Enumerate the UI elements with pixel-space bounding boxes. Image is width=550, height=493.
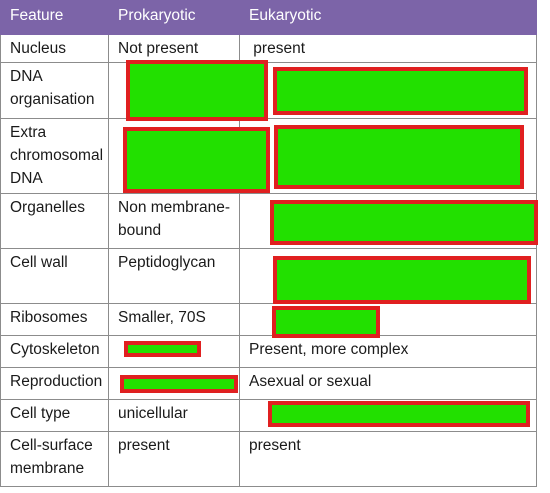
redaction-mask <box>126 60 268 121</box>
eukaryotic-cell: Asexual or sexual <box>239 367 537 400</box>
header-feature: Feature <box>0 0 109 35</box>
feature-cell: Cell wall <box>0 248 109 304</box>
redaction-mask <box>123 127 270 193</box>
redaction-mask <box>124 341 201 357</box>
header-prokaryotic: Prokaryotic <box>108 0 240 35</box>
table-row: Ribosomes Smaller, 70S <box>0 303 537 336</box>
redaction-mask <box>273 256 531 304</box>
header-eukaryotic: Eukaryotic <box>239 0 537 35</box>
redaction-mask <box>272 306 380 338</box>
eukaryotic-cell: present <box>239 34 537 63</box>
feature-cell: Nucleus <box>0 34 109 63</box>
table-row: Cytoskeleton Present, more complex <box>0 335 537 368</box>
feature-cell: DNA organisation <box>0 62 109 119</box>
redaction-mask <box>270 200 538 245</box>
prokaryotic-cell: unicellular <box>108 399 240 432</box>
redaction-mask <box>274 125 524 189</box>
eukaryotic-cell: Present, more complex <box>239 335 537 368</box>
prokaryotic-cell: Not present <box>108 34 240 63</box>
feature-cell: Cytoskeleton <box>0 335 109 368</box>
prokaryotic-cell: Non membrane-bound <box>108 193 240 249</box>
feature-cell: Ribosomes <box>0 303 109 336</box>
header-row: Feature Prokaryotic Eukaryotic <box>0 0 537 35</box>
redaction-mask <box>273 67 528 115</box>
feature-cell: Cell-surface membrane <box>0 431 109 487</box>
feature-cell: Cell type <box>0 399 109 432</box>
feature-cell: Organelles <box>0 193 109 249</box>
prokaryotic-cell: Peptidoglycan <box>108 248 240 304</box>
table-row: Nucleus Not present present <box>0 34 537 63</box>
redaction-mask <box>120 375 238 393</box>
eukaryotic-cell: present <box>239 431 537 487</box>
feature-cell: Reproduction <box>0 367 109 400</box>
table-row: Reproduction Asexual or sexual <box>0 367 537 400</box>
feature-cell: Extra chromosomal DNA <box>0 118 109 194</box>
table-row: Cell-surface membrane present present <box>0 431 537 487</box>
prokaryotic-cell: Smaller, 70S <box>108 303 240 336</box>
prokaryotic-cell: present <box>108 431 240 487</box>
redaction-mask <box>268 401 530 427</box>
